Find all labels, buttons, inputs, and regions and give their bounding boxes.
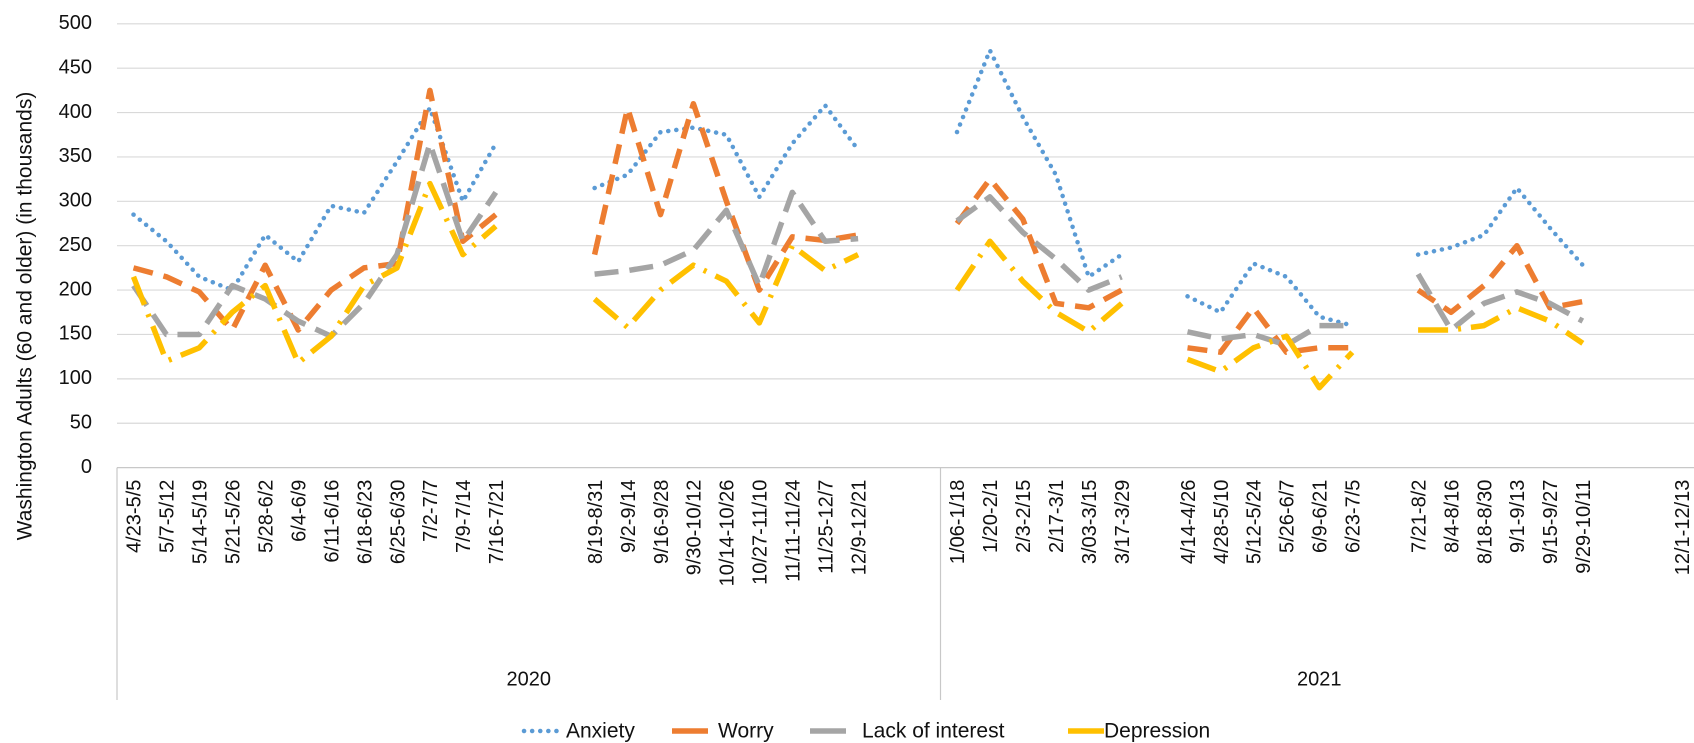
x-tick-label: 1/06-1/18 bbox=[947, 480, 969, 565]
y-axis-title: Washington Adults (60 and older) (in tho… bbox=[14, 92, 37, 541]
x-tick-label: 3/17-3/29 bbox=[1112, 480, 1134, 565]
x-tick-label: 12/9-12/21 bbox=[848, 480, 870, 576]
x-tick-label: 1/20-2/1 bbox=[980, 480, 1002, 553]
x-tick-label: 8/18-8/30 bbox=[1474, 480, 1496, 565]
x-tick-label: 9/30-10/12 bbox=[684, 480, 706, 576]
x-tick-label: 5/14-5/19 bbox=[190, 480, 212, 565]
x-tick-label: 4/28-5/10 bbox=[1211, 480, 1233, 565]
series-line bbox=[134, 90, 1682, 352]
y-tick-label: 0 bbox=[81, 456, 92, 478]
x-tick-label: 3/03-3/15 bbox=[1079, 480, 1101, 565]
x-tick-label: 2/3-2/15 bbox=[1013, 480, 1035, 553]
x-tick-label: 8/19-8/31 bbox=[585, 480, 607, 565]
x-tick-label: 10/14-10/26 bbox=[717, 480, 739, 587]
legend-label: Worry bbox=[718, 720, 774, 743]
x-tick-label: 8/4-8/16 bbox=[1441, 480, 1463, 553]
x-tick-label: 5/28-6/2 bbox=[256, 480, 278, 553]
y-tick-label: 350 bbox=[59, 145, 92, 167]
x-tick-label: 12/1-12/13 bbox=[1672, 480, 1694, 576]
x-tick-label: 5/26-6/7 bbox=[1277, 480, 1299, 553]
y-tick-label: 400 bbox=[59, 101, 92, 123]
series-line bbox=[134, 144, 1682, 346]
x-tick-label: 6/18-6/23 bbox=[354, 480, 376, 565]
y-tick-label: 300 bbox=[59, 190, 92, 212]
y-tick-label: 500 bbox=[59, 12, 92, 34]
x-tick-label: 6/9-6/21 bbox=[1310, 480, 1332, 553]
x-tick-label: 4/23-5/5 bbox=[124, 480, 146, 553]
y-tick-label: 250 bbox=[59, 234, 92, 256]
x-tick-label: 6/23-7/5 bbox=[1343, 480, 1365, 553]
x-tick-label: 6/25-6/30 bbox=[387, 480, 409, 565]
x-tick-label: 9/2-9/14 bbox=[618, 480, 640, 553]
x-tick-label: 6/4-6/9 bbox=[288, 480, 310, 542]
x-tick-label: 4/14-4/26 bbox=[1178, 480, 1200, 565]
y-tick-label: 450 bbox=[59, 56, 92, 78]
y-tick-label: 100 bbox=[59, 367, 92, 389]
legend-label: Anxiety bbox=[566, 720, 635, 743]
x-tick-label: 7/2-7/7 bbox=[420, 480, 442, 542]
x-tick-label: 9/16-9/28 bbox=[651, 480, 673, 565]
x-tick-label: 10/27-11/10 bbox=[750, 480, 772, 585]
x-tick-label: 7/21-8/2 bbox=[1408, 480, 1430, 553]
x-tick-label: 6/11-6/16 bbox=[321, 480, 343, 563]
y-tick-label: 150 bbox=[59, 323, 92, 345]
legend-label: Depression bbox=[1104, 720, 1210, 743]
year-label: 2021 bbox=[1297, 668, 1342, 690]
series-line bbox=[134, 184, 1682, 388]
x-tick-label: 11/11-11/24 bbox=[783, 480, 805, 582]
x-tick-label: 11/25-12/7 bbox=[815, 480, 837, 574]
y-tick-label: 50 bbox=[70, 412, 92, 434]
year-label: 2020 bbox=[507, 668, 552, 690]
y-tick-label: 200 bbox=[59, 278, 92, 300]
x-tick-label: 7/16-7/21 bbox=[486, 480, 508, 565]
x-tick-label: 5/21-5/26 bbox=[223, 480, 245, 565]
legend-label: Lack of interest bbox=[862, 720, 1005, 743]
series-line bbox=[134, 50, 1682, 325]
x-tick-label: 5/7-5/12 bbox=[157, 480, 179, 553]
x-tick-label: 9/29-10/11 bbox=[1573, 480, 1595, 574]
x-tick-label: 2/17-3/1 bbox=[1046, 480, 1068, 553]
x-tick-label: 7/9-7/14 bbox=[453, 480, 475, 553]
x-tick-label: 9/15-9/27 bbox=[1540, 480, 1562, 565]
x-tick-label: 9/1-9/13 bbox=[1507, 480, 1529, 553]
x-tick-label: 5/12-5/24 bbox=[1244, 480, 1266, 565]
